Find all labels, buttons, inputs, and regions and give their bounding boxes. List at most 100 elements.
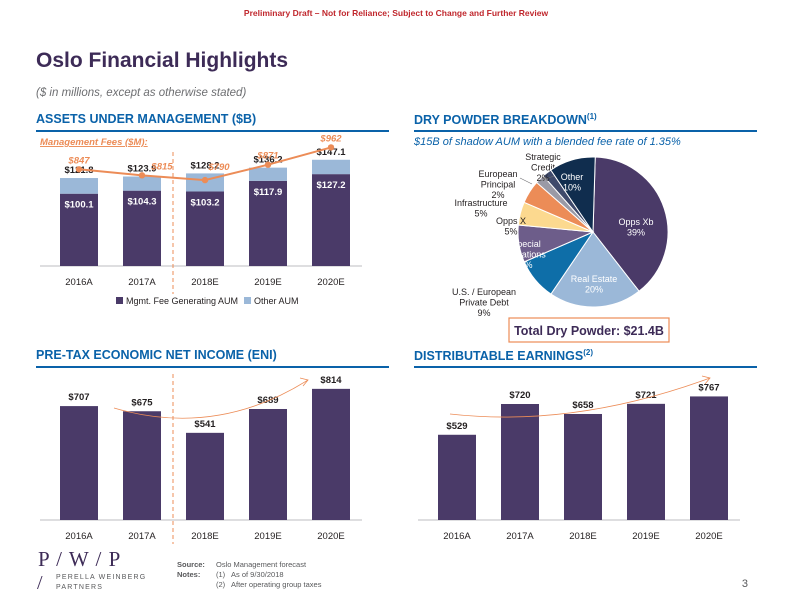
fee-value-label: $790 (207, 162, 230, 173)
aum-category-label: 2018E (191, 277, 218, 288)
logo-slash-mark: / (37, 572, 43, 594)
pie-slice (550, 231, 640, 308)
pie-slice-label: Special (511, 239, 541, 249)
bar-category-label: 2017A (506, 531, 534, 542)
leader-line (519, 177, 533, 185)
bar (627, 403, 665, 520)
bar-value-label: $658 (572, 400, 593, 411)
de-title-text: DISTRIBUTABLE EARNINGS (414, 349, 584, 364)
bar-category-label: 2017A (128, 531, 156, 542)
fee-value-label: $871 (256, 151, 278, 162)
pie-slice-percent: 8% (519, 260, 532, 270)
aum-category-label: 2017A (128, 277, 156, 288)
bar-category-label: 2020E (317, 531, 344, 542)
leader-line (539, 175, 555, 182)
de-footnote-ref: (2) (583, 348, 593, 357)
pie-slice-percent: 5% (474, 209, 487, 219)
bar-value-label: $720 (509, 390, 530, 401)
bar-category-label: 2016A (65, 531, 93, 542)
bar-category-label: 2019E (632, 531, 659, 542)
de-chart: $529 2016A $720 2017A $658 2018E $721 2019E $767… (418, 375, 740, 542)
note-1-number: (1) (216, 570, 226, 579)
fee-point (201, 176, 209, 184)
aum-fee-value-label: $117.9 (254, 187, 283, 198)
note-2-text: After operating group taxes (231, 580, 322, 589)
pie-slice-label: Strategic (525, 152, 561, 162)
aum-fee-value-label: $104.3 (127, 197, 156, 208)
aum-fee-bar (123, 190, 161, 266)
fee-point (138, 172, 146, 179)
aum-fee-value-label: $103.2 (190, 197, 219, 208)
bar (690, 396, 728, 520)
total-dry-powder-label: Total Dry Powder: $21.4B (514, 324, 664, 338)
logo-line-1: PERELLA WEINBERG (56, 574, 147, 581)
de-section-rule (414, 366, 757, 368)
eni-section-rule (36, 366, 389, 368)
pie-slice-label: Principal (481, 180, 516, 190)
bar (564, 413, 602, 520)
aum-fee-value-label: $100.1 (64, 200, 94, 211)
aum-other-bar (249, 167, 287, 181)
page-subtitle: ($ in millions, except as otherwise stat… (36, 87, 247, 99)
pie-slice-label: Situations (506, 250, 546, 260)
fee-point (264, 161, 272, 168)
fee-value-label: $815 (150, 161, 173, 172)
pie-slice-label: Opps Xb (618, 217, 653, 227)
bar-value-label: $814 (320, 375, 342, 386)
aum-section-rule (36, 130, 389, 132)
fee-point (327, 144, 335, 151)
pie-slice-label: U.S. / European (452, 287, 516, 297)
legend-fee-label: Mgmt. Fee Generating AUM (126, 296, 238, 306)
bar-value-label: $541 (194, 419, 216, 430)
aum-category-label: 2019E (254, 277, 281, 288)
pie-slice-label: Infrastructure (454, 198, 507, 208)
fee-value-label: $847 (67, 155, 90, 166)
bar (60, 406, 98, 520)
pie-slice-label: Private Debt (459, 298, 509, 308)
pie-slice-percent: 39% (627, 228, 645, 238)
aum-section-title: ASSETS UNDER MANAGEMENT ($B) (36, 112, 257, 126)
legend-other-label: Other AUM (254, 296, 299, 306)
dry-powder-chart: $15B of shadow AUM with a blended fee ra… (413, 136, 681, 343)
aum-fee-bar (249, 180, 287, 266)
bar (186, 432, 224, 520)
aum-total-label: $128.2 (190, 160, 219, 171)
logo-line-2: PARTNERS (56, 584, 104, 591)
source-text: Oslo Management forecast (216, 560, 307, 569)
draft-notice: Preliminary Draft – Not for Reliance; Su… (243, 8, 549, 18)
page-number: 3 (741, 578, 748, 590)
bar-value-label: $529 (446, 421, 467, 432)
aum-category-label: 2020E (317, 277, 344, 288)
page-title: Oslo Financial Highlights (36, 49, 289, 72)
aum-fee-value-label: $127.2 (316, 180, 345, 191)
pie-slice-label: Credit (531, 163, 556, 173)
pie-slice (550, 156, 596, 234)
pie-slice-percent: 2% (491, 190, 504, 200)
bar-category-label: 2020E (695, 531, 722, 542)
pie-slice-percent: 5% (504, 227, 517, 237)
bar (123, 411, 161, 520)
mgmt-fees-label: Management Fees ($M): (40, 137, 148, 148)
aum-fee-bar (312, 174, 350, 266)
aum-total-label: $147.1 (316, 147, 346, 158)
note-2-number: (2) (216, 580, 226, 589)
source-label: Source: (177, 560, 205, 569)
aum-fee-bar (186, 191, 224, 266)
pie-slice-label: Other (561, 172, 584, 182)
bar-value-label: $675 (131, 397, 153, 408)
bar-value-label: $721 (635, 390, 657, 401)
pie-slice-percent: 10% (563, 183, 581, 193)
dry-powder-subtitle: $15B of shadow AUM with a blended fee ra… (413, 136, 681, 148)
bar (438, 434, 476, 520)
aum-other-bar (123, 176, 161, 191)
trend-arrowhead (701, 375, 711, 385)
dry-powder-title-text: DRY POWDER BREAKDOWN (414, 113, 587, 128)
pie-slice-label: Opps X (496, 216, 526, 226)
aum-total-label: $123.9 (127, 164, 156, 175)
bar (501, 404, 539, 520)
dry-powder-footnote-ref: (1) (586, 112, 597, 121)
dry-powder-section-rule (414, 130, 757, 132)
aum-other-bar (60, 178, 98, 194)
pie-slice-percent: 9% (477, 308, 490, 318)
bar-category-label: 2018E (191, 531, 218, 542)
